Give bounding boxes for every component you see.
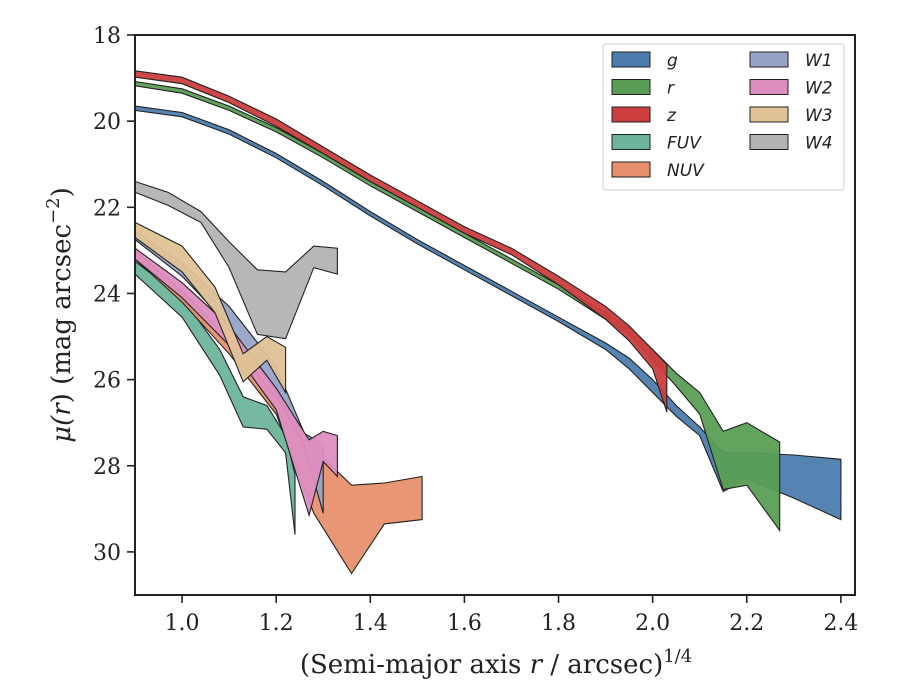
y-axis-label: μ(r) (mag arcsec−2) (43, 187, 77, 443)
legend-swatch-z (611, 106, 651, 123)
legend-swatch-w4 (749, 134, 789, 150)
legend-swatch-nuv (611, 161, 651, 178)
band-z (134, 70, 668, 413)
band-w4 (134, 180, 338, 340)
x-tick-label: 2.4 (823, 611, 858, 636)
legend-label-w3: W3 (805, 106, 833, 126)
x-axis-ticks: 1.0 1.2 1.4 1.6 1.8 2.0 2.2 2.4 (165, 595, 858, 636)
legend-label-g: g (667, 51, 678, 71)
legend-label-w1: W1 (805, 51, 833, 71)
legend-swatch-w2 (749, 79, 789, 95)
band-fuv (134, 260, 296, 535)
legend-label-w4: W4 (805, 134, 833, 154)
legend-label-w2: W2 (805, 79, 833, 99)
legend-swatch-r (611, 79, 651, 95)
band-w1 (134, 229, 324, 514)
legend-label-fuv: FUV (667, 134, 702, 154)
legend-swatch-w3 (749, 106, 789, 123)
band-w2 (134, 247, 338, 518)
legend-label-nuv: NUV (667, 161, 705, 181)
plot-frame (134, 34, 856, 596)
y-tick-label: 18 (93, 24, 121, 49)
x-tick-label: 2.2 (729, 611, 764, 636)
x-tick-label: 1.6 (447, 611, 482, 636)
y-tick-label: 22 (93, 196, 121, 221)
y-tick-label: 24 (93, 282, 121, 307)
x-axis-label: (Semi-major axis r / arcsec)1/4 (300, 646, 692, 680)
legend: grz FUV NUV W1 W2 W3 W4 (602, 43, 845, 191)
x-tick-label: 1.2 (259, 611, 294, 636)
x-tick-label: 1.0 (165, 611, 200, 636)
legend-label-r: r (667, 79, 675, 99)
legend-swatch-fuv (611, 134, 651, 150)
x-tick-label: 1.8 (541, 611, 576, 636)
x-tick-label: 2.0 (635, 611, 670, 636)
legend-label-z: z (666, 106, 677, 126)
profile-bands (134, 70, 842, 575)
y-axis-ticks: 18 20 22 24 26 28 30 (93, 24, 135, 566)
y-tick-label: 28 (93, 455, 121, 480)
y-tick-label: 20 (93, 110, 121, 135)
legend-swatch-g (611, 51, 651, 68)
x-tick-label: 1.4 (353, 611, 388, 636)
legend-swatch-w1 (749, 51, 789, 68)
band-w3 (134, 221, 287, 395)
y-tick-label: 30 (93, 541, 121, 566)
y-tick-label: 26 (93, 369, 121, 394)
